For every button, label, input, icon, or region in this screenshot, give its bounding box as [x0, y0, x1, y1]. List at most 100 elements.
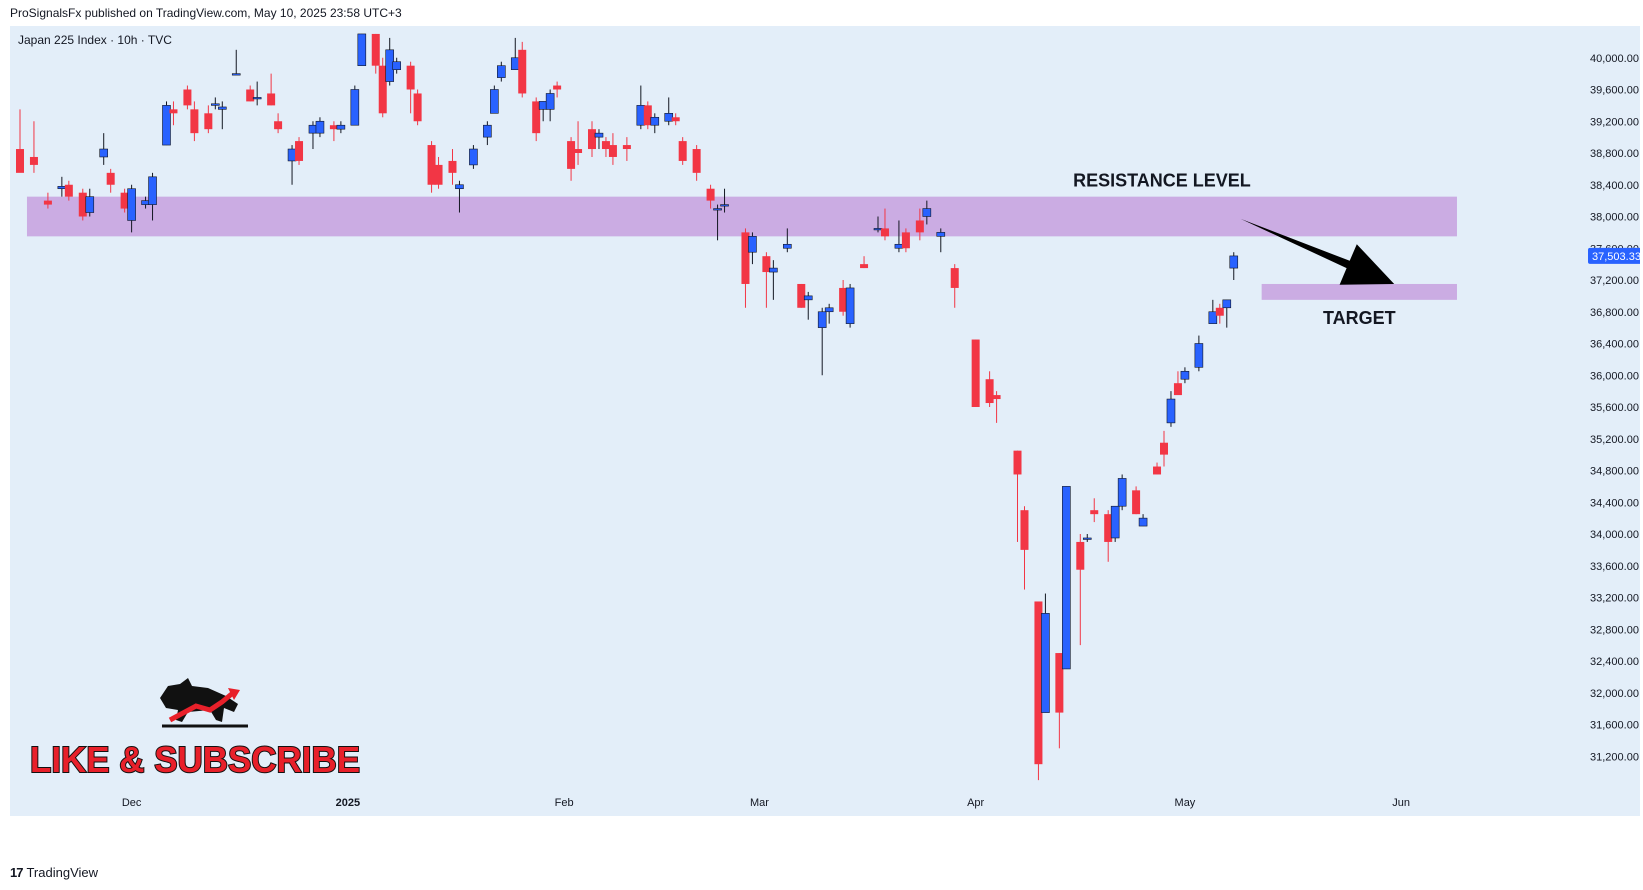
candle[interactable]	[274, 113, 283, 134]
candle[interactable]	[231, 49, 241, 76]
candle[interactable]	[1194, 335, 1204, 372]
candle[interactable]	[608, 133, 617, 165]
candle[interactable]	[678, 137, 687, 165]
candle[interactable]	[483, 121, 492, 146]
candle[interactable]	[1034, 601, 1043, 781]
candle[interactable]	[315, 117, 325, 138]
candle[interactable]	[148, 172, 157, 221]
candle[interactable]	[392, 57, 401, 74]
candle[interactable]	[85, 188, 95, 217]
candle[interactable]	[650, 113, 660, 134]
candle[interactable]	[106, 168, 115, 193]
candle[interactable]	[127, 184, 136, 233]
candle[interactable]	[839, 280, 848, 316]
candle[interactable]	[183, 85, 192, 110]
candle[interactable]	[783, 228, 792, 253]
candle[interactable]	[532, 97, 541, 142]
candle[interactable]	[992, 391, 1001, 423]
chart-container[interactable]: 31,200.00 31,600.00 32,000.00 32,400.00 32,8…	[10, 26, 1640, 856]
candle[interactable]	[434, 156, 443, 189]
candle[interactable]	[190, 101, 199, 142]
candle[interactable]	[371, 33, 380, 74]
tradingview-footer[interactable]: 17 TradingView	[10, 865, 98, 880]
candle[interactable]	[1208, 299, 1218, 324]
candle[interactable]	[169, 101, 178, 126]
candle[interactable]	[545, 89, 555, 122]
candle[interactable]	[204, 105, 213, 134]
candle[interactable]	[1160, 430, 1168, 467]
candle[interactable]	[860, 256, 869, 269]
candle[interactable]	[985, 371, 994, 407]
candle[interactable]	[1153, 462, 1162, 475]
candle[interactable]	[329, 121, 338, 142]
candle[interactable]	[748, 232, 757, 265]
candle[interactable]	[336, 121, 346, 134]
candle[interactable]	[845, 283, 855, 328]
candle[interactable]	[643, 101, 652, 130]
candle[interactable]	[29, 121, 38, 173]
candle[interactable]	[469, 145, 478, 169]
candle[interactable]	[1013, 450, 1022, 542]
candle[interactable]	[769, 260, 778, 300]
candle[interactable]	[295, 137, 304, 165]
candle[interactable]	[1055, 653, 1064, 749]
candle[interactable]	[16, 109, 24, 173]
candle[interactable]	[936, 228, 946, 253]
candle[interactable]	[497, 61, 506, 82]
candle[interactable]	[1132, 486, 1141, 515]
candle[interactable]	[1082, 534, 1092, 542]
candle[interactable]	[217, 101, 227, 130]
candle[interactable]	[1090, 498, 1099, 523]
candle[interactable]	[120, 188, 129, 213]
candle[interactable]	[880, 208, 889, 241]
candle[interactable]	[427, 141, 436, 193]
candle[interactable]	[824, 303, 834, 324]
candle[interactable]	[1166, 391, 1176, 427]
candle[interactable]	[490, 85, 499, 114]
candle[interactable]	[267, 73, 276, 106]
candle[interactable]	[588, 121, 596, 157]
candle[interactable]	[43, 192, 52, 209]
candle[interactable]	[246, 85, 255, 102]
candle[interactable]	[350, 85, 360, 126]
candle[interactable]	[553, 81, 562, 98]
candle[interactable]	[518, 41, 527, 98]
candle[interactable]	[1020, 506, 1029, 590]
candle[interactable]	[915, 208, 924, 241]
candle[interactable]	[357, 33, 367, 66]
candle[interactable]	[762, 252, 771, 308]
candle[interactable]	[1180, 367, 1190, 384]
candle[interactable]	[162, 101, 171, 146]
candle[interactable]	[1041, 593, 1050, 713]
candle[interactable]	[692, 145, 701, 181]
candle[interactable]	[1117, 474, 1127, 511]
candle[interactable]	[950, 264, 959, 308]
candle[interactable]	[574, 121, 583, 165]
candle[interactable]	[413, 89, 422, 126]
candle[interactable]	[594, 129, 604, 150]
candle[interactable]	[1062, 486, 1071, 670]
candle[interactable]	[64, 180, 73, 201]
candlestick-chart[interactable]: 31,200.00 31,600.00 32,000.00 32,400.00 32,8…	[10, 26, 1640, 856]
candle[interactable]	[803, 291, 813, 320]
promo-badge[interactable]: LIKE & SUBSCRIBE	[29, 678, 361, 781]
candle[interactable]	[713, 204, 722, 241]
candle[interactable]	[567, 137, 576, 181]
candle[interactable]	[99, 133, 109, 165]
candle[interactable]	[455, 180, 464, 213]
candle[interactable]	[378, 57, 387, 118]
candle[interactable]	[741, 228, 750, 308]
candle[interactable]	[406, 61, 415, 114]
candle[interactable]	[797, 283, 806, 308]
candle[interactable]	[671, 113, 680, 126]
candle[interactable]	[706, 184, 715, 209]
candle[interactable]	[1229, 252, 1239, 280]
candle[interactable]	[78, 188, 87, 221]
candle[interactable]	[971, 339, 980, 407]
candle[interactable]	[1076, 534, 1085, 646]
candle[interactable]	[1104, 510, 1113, 562]
candle[interactable]	[252, 81, 262, 106]
candle[interactable]	[1138, 514, 1148, 527]
candle[interactable]	[1110, 505, 1120, 542]
candle[interactable]	[211, 97, 220, 110]
